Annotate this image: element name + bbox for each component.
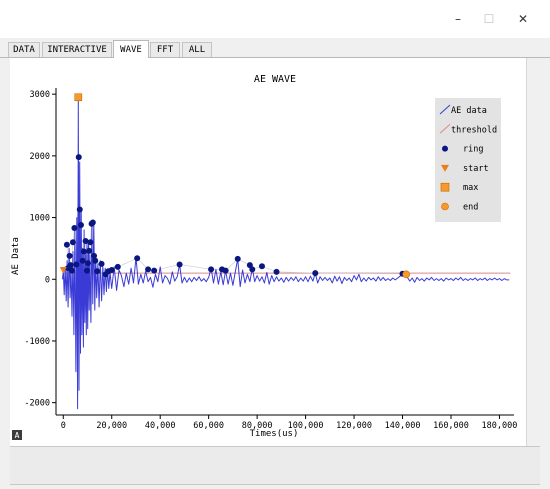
legend-swatch-end [441, 202, 449, 211]
ring-marker [258, 263, 265, 270]
y-tick-label: -1000 [24, 337, 50, 347]
ae-wave-chart[interactable]: AE WAVE 0 20,000 40,000 60,000 80,000 100,000… [10, 58, 526, 446]
x-tick-label: 140,000 [385, 421, 421, 431]
minimize-button[interactable]: – [455, 12, 461, 26]
end-marker [402, 270, 410, 279]
ring-marker [67, 262, 74, 269]
ring-marker [80, 248, 87, 255]
ring-marker [77, 221, 84, 228]
x-tick-label: 120,000 [336, 421, 372, 431]
ring-marker [176, 261, 183, 268]
tab-data[interactable]: DATA [8, 42, 40, 57]
chart-title: AE WAVE [254, 74, 296, 85]
title-bar: – ☐ ✕ [0, 0, 550, 38]
close-button[interactable]: ✕ [517, 12, 529, 26]
legend-label: end [463, 203, 478, 213]
ring-marker [273, 268, 280, 275]
legend-swatch-ae-data [439, 104, 451, 115]
legend-label: start [463, 164, 489, 174]
y-tick-label: 0 [45, 275, 50, 285]
x-tick-label: 0 [61, 421, 66, 431]
ring-marker [134, 255, 141, 262]
ring-envelope-line [66, 157, 403, 275]
plot-badge[interactable]: A [12, 430, 22, 440]
tab-wave[interactable]: WAVE [113, 40, 149, 58]
ring-marker [249, 266, 256, 273]
ring-marker [108, 267, 115, 274]
ring-marker [82, 238, 89, 245]
x-tick-label: 80,000 [242, 421, 273, 431]
ring-marker [145, 266, 152, 273]
tab-bar: DATA INTERACTIVE WAVE FFT ALL [0, 40, 550, 58]
legend-label: threshold [451, 125, 497, 135]
y-axis-label: AE Data [11, 237, 21, 275]
legend-label: AE data [451, 106, 487, 116]
ring-marker [69, 239, 76, 246]
ring-marker [63, 241, 70, 248]
ring-marker [151, 267, 158, 274]
ring-marker [76, 206, 83, 213]
y-tick-label: 1000 [30, 214, 50, 224]
legend-swatch-threshold [439, 123, 451, 134]
ring-marker [234, 255, 241, 262]
legend-label: ring [463, 145, 483, 155]
ring-marker [84, 260, 91, 267]
ring-marker [92, 257, 99, 264]
ring-marker [73, 261, 80, 268]
start-marker [59, 267, 67, 274]
y-tick-label: 2000 [30, 152, 50, 162]
ring-marker [87, 239, 94, 246]
ring-marker [114, 263, 121, 270]
ring-marker [84, 267, 91, 274]
tab-interactive[interactable]: INTERACTIVE [42, 42, 112, 57]
x-tick-label: 180,000 [482, 421, 518, 431]
ring-marker [222, 267, 229, 274]
ring-marker [94, 268, 101, 275]
legend-swatch-max [440, 182, 450, 192]
plot-badge-label: A [15, 431, 20, 440]
max-marker [74, 93, 83, 102]
ring-marker [89, 219, 96, 226]
tab-all[interactable]: ALL [182, 42, 212, 57]
plot-panel: AE WAVE 0 20,000 40,000 60,000 80,000 100,000… [10, 58, 527, 446]
x-tick-label: 20,000 [96, 421, 127, 431]
legend-swatch-ring [442, 145, 448, 152]
x-tick-label: 160,000 [433, 421, 469, 431]
ring-marker [86, 247, 93, 254]
x-tick-label: 60,000 [193, 421, 224, 431]
legend-label: max [463, 183, 478, 193]
legend-box [435, 98, 501, 222]
ring-marker [68, 267, 75, 274]
ring-marker [91, 252, 98, 259]
x-axis-label: Times(us) [250, 429, 299, 439]
y-tick-label: 3000 [30, 90, 50, 100]
legend-swatch-start [441, 164, 449, 172]
tab-fft[interactable]: FFT [150, 42, 180, 57]
y-tick-label: -2000 [24, 399, 50, 409]
x-tick-label: 40,000 [145, 421, 176, 431]
ring-marker [208, 266, 215, 273]
ring-marker [66, 252, 73, 259]
plot-badge-box [12, 430, 22, 440]
maximize-button[interactable]: ☐ [483, 12, 495, 26]
ring-marker [312, 270, 319, 277]
ring-marker [98, 260, 105, 267]
ring-marker [79, 257, 86, 264]
x-tick-label: 100,000 [288, 421, 324, 431]
ring-marker [75, 154, 82, 161]
ae-data-series [62, 96, 510, 410]
legend: AE data threshold ring start max end [435, 98, 501, 222]
ring-marker [71, 225, 78, 232]
bottom-bar [10, 446, 540, 485]
